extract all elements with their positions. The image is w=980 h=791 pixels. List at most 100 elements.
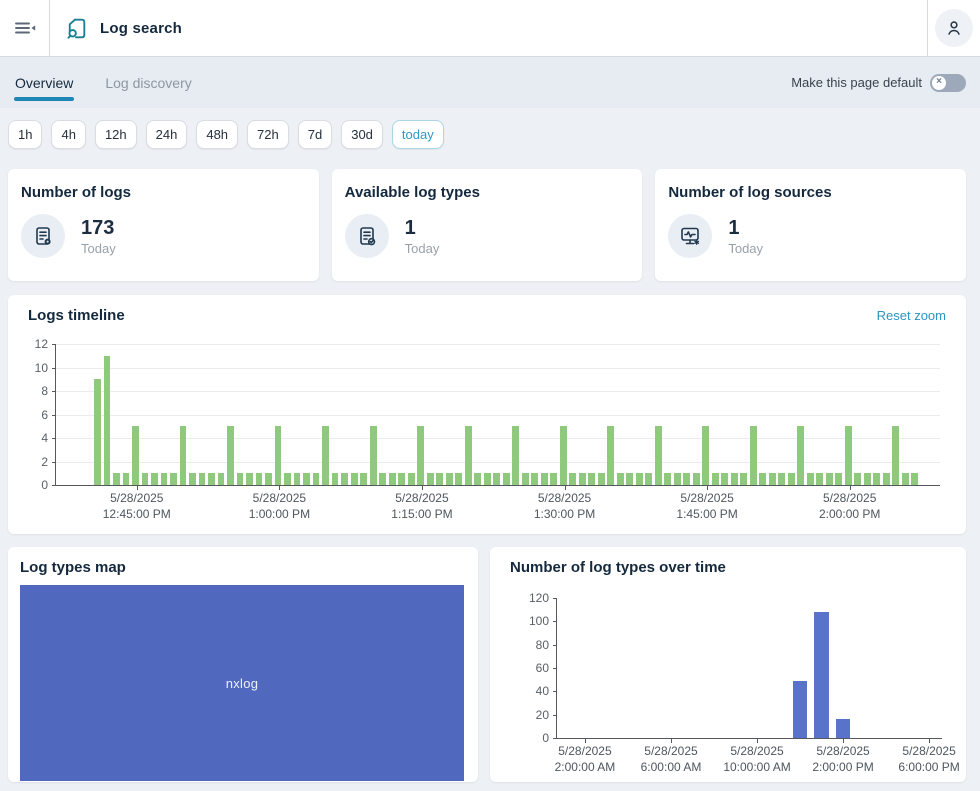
gridline [56,462,940,463]
y-axis-tick-label: 2 [41,455,48,469]
gridline [56,391,940,392]
timeline-bar [170,473,177,485]
timeline-bar [560,426,567,485]
time-range-button-7d[interactable]: 7d [298,120,332,149]
time-range-button-24h[interactable]: 24h [146,120,188,149]
timeline-bar [227,426,234,485]
x-tick-time: 2:00:00 PM [812,760,873,776]
x-tick-date: 5/28/2025 [555,744,616,760]
timeline-bar [199,473,206,485]
y-axis-tick-mark [52,415,56,416]
timeline-bar [512,426,519,485]
x-tick-time: 6:00:00 AM [641,760,702,776]
user-menu-button[interactable] [935,9,973,47]
timeline-bar [674,473,681,485]
timeline-bar [503,473,510,485]
x-axis-tick-mark [279,485,280,490]
x-tick-time: 1:45:00 PM [676,507,737,523]
timeline-bar [246,473,253,485]
stat-period: Today [728,241,763,256]
page-title: Log search [100,20,182,37]
logs-timeline-title: Logs timeline [28,307,125,324]
x-axis-tick-mark [585,738,586,743]
timeline-bar [351,473,358,485]
time-range-button-today[interactable]: today [392,120,444,149]
make-default-toggle[interactable] [930,74,966,92]
x-axis-tick-mark [422,485,423,490]
timeline-bar [788,473,795,485]
log-types-over-time-plot[interactable]: 0204060801001205/28/20252:00:00 AM5/28/2… [556,598,942,739]
timeline-bar [693,473,700,485]
timeline-bar [826,473,833,485]
y-axis-tick-label: 8 [41,384,48,398]
timeline-bar [151,473,158,485]
y-axis-tick-mark [52,368,56,369]
time-range-button-12h[interactable]: 12h [95,120,137,149]
collapse-sidebar-button[interactable] [0,0,50,56]
timeline-bar [702,426,709,485]
treemap-tile-nxlog[interactable]: nxlog [20,585,464,781]
x-axis-tick-label: 5/28/20256:00:00 PM [898,744,959,775]
x-tick-date: 5/28/2025 [812,744,873,760]
stat-cards-row: Number of logs 173 [8,169,966,281]
gridline [56,368,940,369]
y-axis-tick-label: 120 [529,591,549,605]
time-range-button-4h[interactable]: 4h [51,120,85,149]
timeline-bar [531,473,538,485]
stat-value: 1 [405,217,440,240]
timeline-bar [389,473,396,485]
timeline-bar [683,473,690,485]
x-axis-tick-label: 5/28/20252:00:00 PM [819,491,880,522]
timeline-bar [370,426,377,485]
timeline-bar [303,473,310,485]
timeline-bar [911,473,918,485]
log-source-icon [678,224,702,248]
timeline-bar [265,473,272,485]
y-axis-tick-mark [553,691,557,692]
x-axis-tick-mark [757,738,758,743]
time-range-button-48h[interactable]: 48h [196,120,238,149]
time-range-button-72h[interactable]: 72h [247,120,289,149]
timeline-bar [408,473,415,485]
timeline-bar [142,473,149,485]
y-axis-tick-mark [52,438,56,439]
x-axis-tick-label: 5/28/20252:00:00 AM [555,744,616,775]
logs-timeline-plot[interactable]: 0246810125/28/202512:45:00 PM5/28/20251:… [55,344,940,486]
x-axis-tick-label: 5/28/202512:45:00 PM [103,491,171,522]
log-types-bar [793,681,808,738]
timeline-bar [427,473,434,485]
timeline-bar [446,473,453,485]
timeline-bar [883,473,890,485]
x-tick-time: 10:00:00 AM [723,760,790,776]
tab-overview[interactable]: Overview [14,57,74,108]
y-axis-tick-label: 20 [536,708,549,722]
x-tick-time: 1:00:00 PM [249,507,310,523]
timeline-bar [332,473,339,485]
x-tick-time: 6:00:00 PM [898,760,959,776]
stat-card-title: Available log types [345,184,629,201]
x-tick-date: 5/28/2025 [249,491,310,507]
time-range-button-30d[interactable]: 30d [341,120,383,149]
x-axis-tick-label: 5/28/20251:45:00 PM [676,491,737,522]
x-tick-date: 5/28/2025 [819,491,880,507]
timeline-bar [94,379,101,485]
time-range-button-1h[interactable]: 1h [8,120,42,149]
x-tick-time: 1:15:00 PM [391,507,452,523]
stat-card-available-log-types: Available log types 1 [332,169,643,281]
timeline-bar [275,426,282,485]
y-axis-tick-label: 4 [41,431,48,445]
timeline-bar [873,473,880,485]
tab-log-discovery[interactable]: Log discovery [104,57,192,108]
log-search-icon [64,16,89,41]
timeline-bar [284,473,291,485]
timeline-bar [493,473,500,485]
timeline-bar [294,473,301,485]
timeline-bar [474,473,481,485]
timeline-bar [113,473,120,485]
stat-icon-circle [345,214,389,258]
y-axis-tick-label: 0 [41,478,48,492]
x-tick-time: 2:00:00 PM [819,507,880,523]
reset-zoom-link[interactable]: Reset zoom [877,308,946,323]
timeline-bar [132,426,139,485]
log-types-bar [836,719,851,738]
